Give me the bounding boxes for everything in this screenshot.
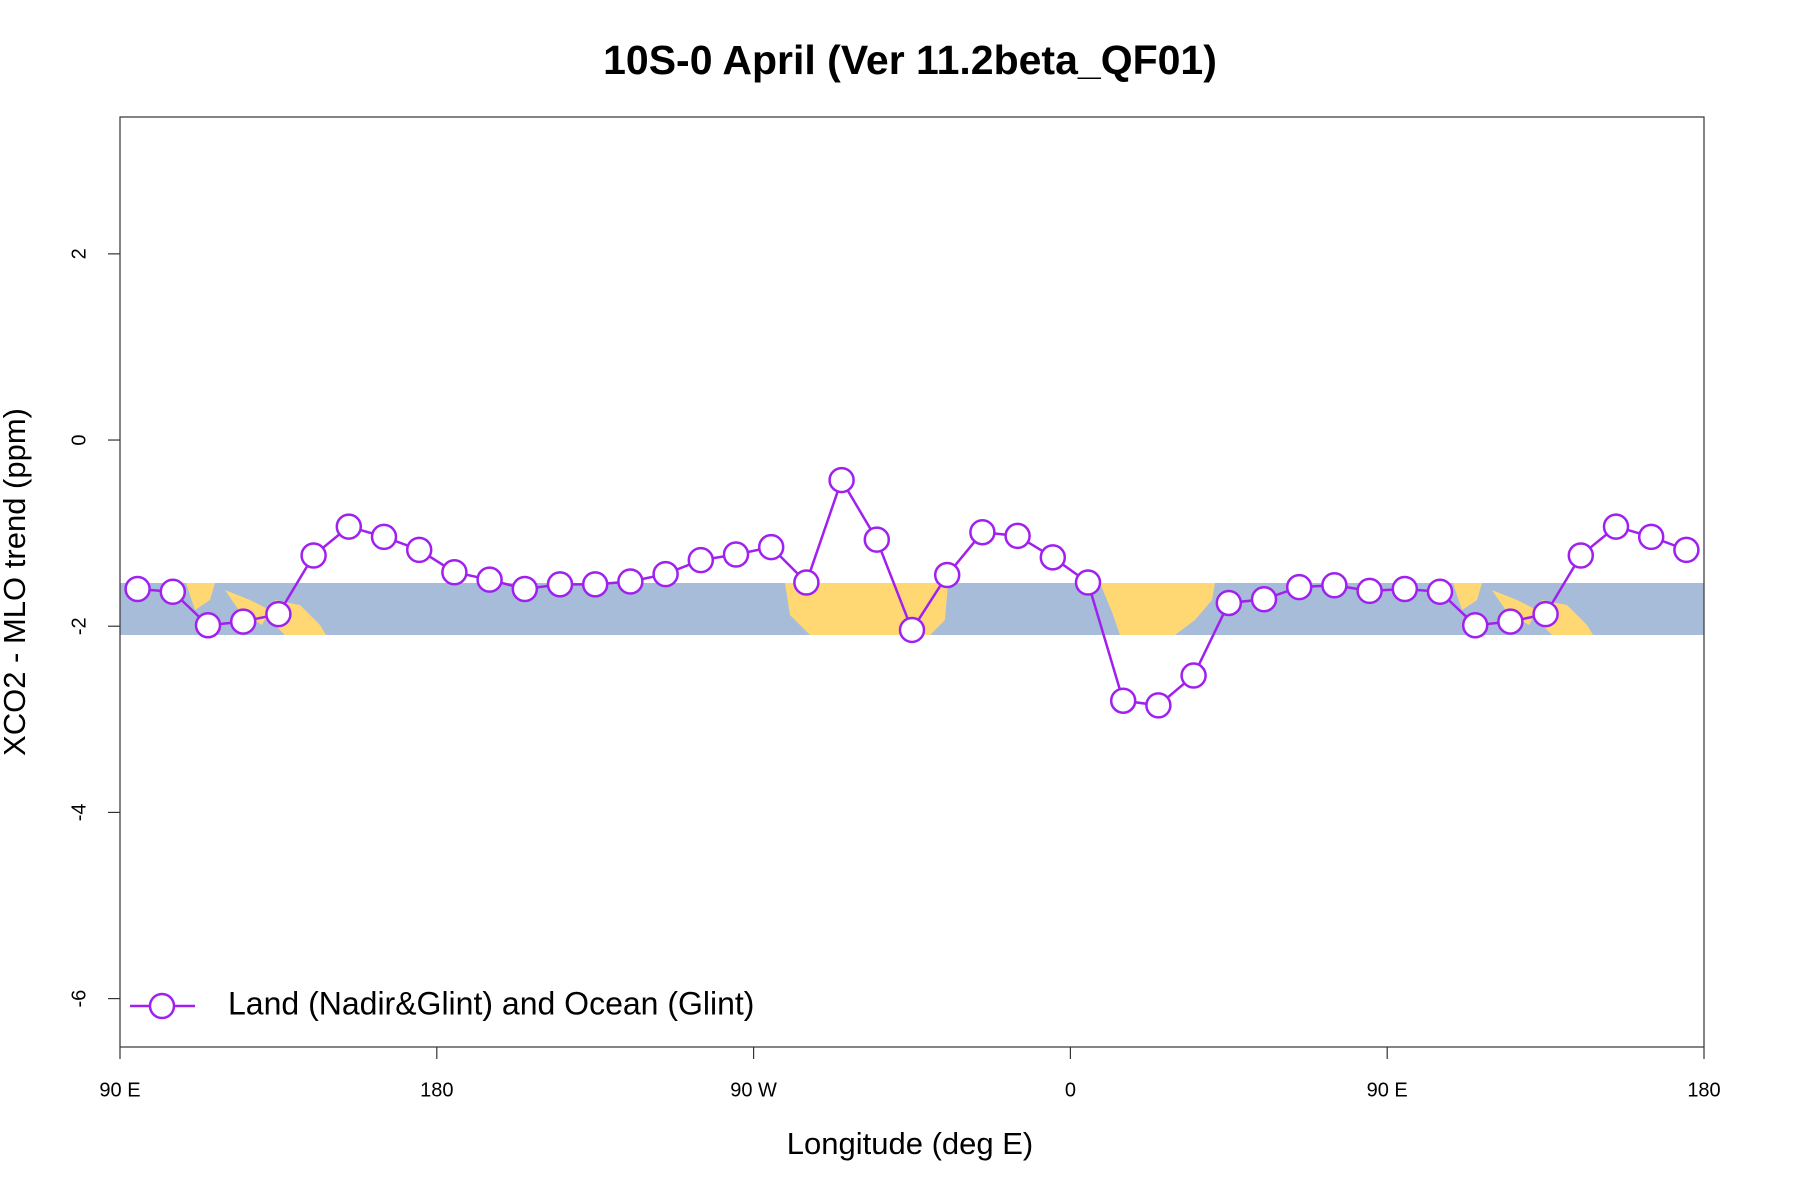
data-point (1602, 513, 1630, 540)
y-tick-label: -6 (68, 990, 90, 1008)
data-point (1673, 536, 1700, 564)
data-point (1497, 608, 1524, 635)
data-point (863, 526, 891, 553)
data-point (546, 571, 574, 598)
data-point (476, 566, 503, 593)
x-tick-label: 0 (1065, 1079, 1076, 1101)
data-point (652, 560, 679, 588)
y-tick-label: -2 (68, 617, 90, 635)
x-tick-label: 90 E (1367, 1079, 1408, 1101)
legend-label: Land (Nadir&Glint) and Ocean (Glint) (228, 985, 754, 1021)
data-point (969, 518, 996, 546)
data-point (1145, 692, 1172, 719)
data-point (617, 568, 644, 595)
data-point (1109, 687, 1137, 714)
y-tick-label: -4 (68, 804, 90, 822)
data-point (1356, 577, 1383, 605)
x-tick-label: 90 E (99, 1079, 140, 1101)
data-point (1567, 542, 1595, 569)
data-point (229, 608, 257, 635)
data-point (1321, 572, 1348, 599)
y-tick-label: 0 (68, 434, 90, 445)
data-point (1039, 544, 1067, 571)
data-point (793, 569, 820, 596)
data-point (581, 571, 609, 598)
data-point (1532, 600, 1559, 628)
x-tick-label: 180 (420, 1079, 453, 1101)
data-point (1250, 585, 1278, 613)
data-point (898, 616, 926, 644)
x-tick-label: 90 W (730, 1079, 777, 1101)
legend-marker (148, 992, 176, 1020)
data-point (1004, 522, 1031, 550)
data-point (265, 600, 292, 628)
data-point (441, 558, 468, 586)
data-point (1285, 573, 1313, 601)
data-point (370, 523, 398, 551)
data-point (722, 541, 750, 568)
data-point (1215, 589, 1243, 617)
data-point (933, 561, 961, 589)
data-point (335, 513, 363, 540)
data-point (1426, 578, 1454, 606)
data-point (159, 578, 187, 606)
data-point (1391, 575, 1419, 603)
data-point (405, 536, 433, 564)
data-point (1637, 523, 1665, 551)
data-point (124, 575, 151, 603)
data-point (1461, 612, 1489, 639)
data-point (757, 533, 785, 561)
data-point (1074, 569, 1102, 596)
chart-title: 10S-0 April (Ver 11.2beta_QF01) (603, 37, 1217, 83)
data-point (687, 546, 715, 574)
data-point (828, 466, 855, 494)
data-point (300, 542, 327, 569)
y-axis-label: XCO2 - MLO trend (ppm) (0, 408, 32, 756)
y-tick-label: 2 (68, 248, 90, 259)
data-point (1180, 662, 1207, 689)
data-point (511, 575, 539, 603)
data-point (194, 612, 222, 639)
x-tick-label: 180 (1687, 1079, 1720, 1101)
plot-frame (119, 116, 1705, 1048)
x-axis-label: Longitude (deg E) (787, 1126, 1033, 1161)
